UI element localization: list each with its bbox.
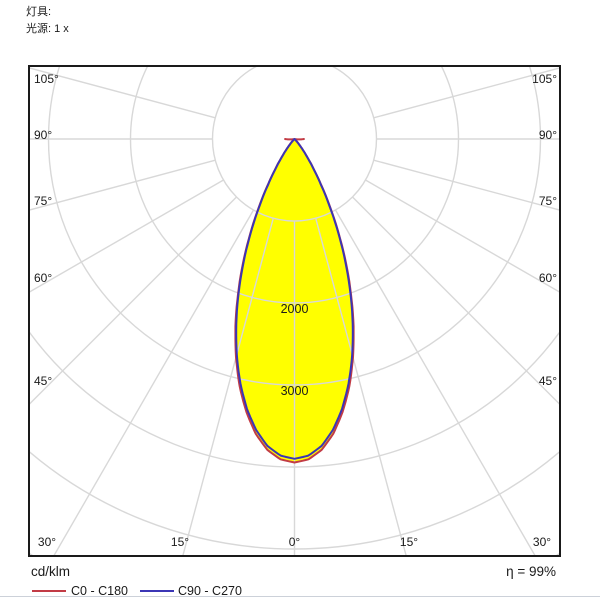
lamp-label: 光源: 1 x xyxy=(26,23,69,35)
curve-c90-c270 xyxy=(235,138,354,460)
angle-label-left: 90° xyxy=(34,128,52,142)
legend-line-c90-c270 xyxy=(140,590,174,592)
ring-label: 2000 xyxy=(281,302,309,316)
chart-frame xyxy=(28,65,561,557)
angle-label-left: 60° xyxy=(34,271,52,285)
grid-radial xyxy=(373,67,559,119)
grid-radial xyxy=(352,196,559,405)
grid-radial xyxy=(334,209,536,555)
legend-line-c0-c180 xyxy=(32,590,66,592)
angle-label-right: 45° xyxy=(539,374,557,388)
grid-radial xyxy=(182,218,274,555)
grid-radial xyxy=(30,196,237,405)
angle-label-left: 75° xyxy=(34,194,52,208)
efficiency-label: η = 99% xyxy=(506,564,556,579)
legend-label-c0-c180: C0 - C180 xyxy=(71,584,128,598)
angle-label-bottom: 15° xyxy=(171,535,189,549)
legend-label-c90-c270: C90 - C270 xyxy=(178,584,242,598)
angle-label-right: 105° xyxy=(532,72,557,86)
grid-radial xyxy=(53,209,255,555)
angle-label-left: 105° xyxy=(34,72,59,86)
grid-radial xyxy=(30,67,216,119)
angle-label-left: 45° xyxy=(34,374,52,388)
grid-radial xyxy=(30,179,224,293)
grid-radial xyxy=(30,159,216,211)
angle-label-bottom: 30° xyxy=(38,535,56,549)
angle-label-bottom: 15° xyxy=(400,535,418,549)
angle-label-bottom: 30° xyxy=(533,535,551,549)
grid-radial xyxy=(373,159,559,211)
footer-divider xyxy=(0,596,600,597)
angle-label-right: 60° xyxy=(539,271,557,285)
angle-label-right: 90° xyxy=(539,128,557,142)
unit-label: cd/klm xyxy=(31,564,71,579)
grid-radial xyxy=(365,179,559,293)
angle-label-right: 75° xyxy=(539,194,557,208)
angle-label-bottom: 0° xyxy=(289,535,301,549)
grid-radial xyxy=(315,218,407,555)
ring-label: 3000 xyxy=(281,384,309,398)
header-block: 灯具: 光源: 1 x xyxy=(26,4,69,38)
luminaire-label: 灯具: xyxy=(26,6,52,18)
